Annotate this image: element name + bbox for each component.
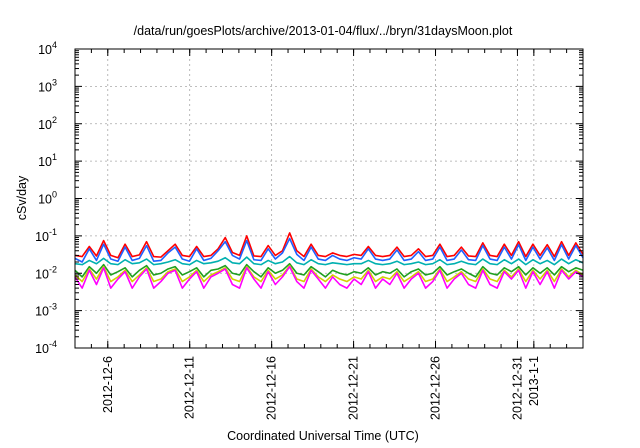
y-tick-label: 10-3 (35, 302, 57, 319)
series-group (74, 232, 584, 289)
series-line-1 (74, 232, 584, 259)
x-tick-label: 2012-12-21 (347, 356, 361, 420)
series-line-2 (74, 237, 584, 263)
series-line-6 (74, 265, 584, 289)
x-tick-label: 2012-12-26 (429, 356, 443, 420)
x-tick-label: 2012-12-6 (101, 356, 115, 413)
series-line-5 (74, 264, 584, 283)
x-tick-labels: 2012-12-6 2012-12-11 2012-12-16 2012-12-21 2… (101, 356, 541, 420)
series-line-3 (74, 255, 584, 266)
y-tick-label: 101 (38, 152, 57, 169)
chart-title: /data/run/goesPlots/archive/2013-01-04/f… (134, 24, 513, 38)
y-tick-label: 10-4 (35, 339, 57, 356)
y-axis-label: cSv/day (15, 175, 29, 220)
y-tick-label: 102 (38, 115, 57, 132)
y-tick-labels: 10-4 10-3 10-2 10-1 100 101 102 103 104 (35, 40, 57, 356)
y-tick-label: 103 (38, 77, 57, 94)
y-tick-label: 10-1 (35, 227, 57, 244)
y-tick-label: 10-2 (35, 264, 57, 281)
y-tick-label: 104 (38, 40, 57, 57)
y-tick-label: 100 (38, 190, 57, 207)
grid (75, 49, 583, 348)
x-axis-label: Coordinated Universal Time (UTC) (227, 429, 419, 443)
axis-ticks (74, 48, 584, 349)
x-tick-label: 2012-12-31 (510, 356, 524, 420)
x-tick-label: 2012-12-16 (265, 356, 279, 420)
x-tick-label: 2012-12-11 (183, 356, 197, 419)
x-tick-label: 2013-1-1 (527, 356, 541, 406)
series-line-4 (74, 262, 584, 278)
